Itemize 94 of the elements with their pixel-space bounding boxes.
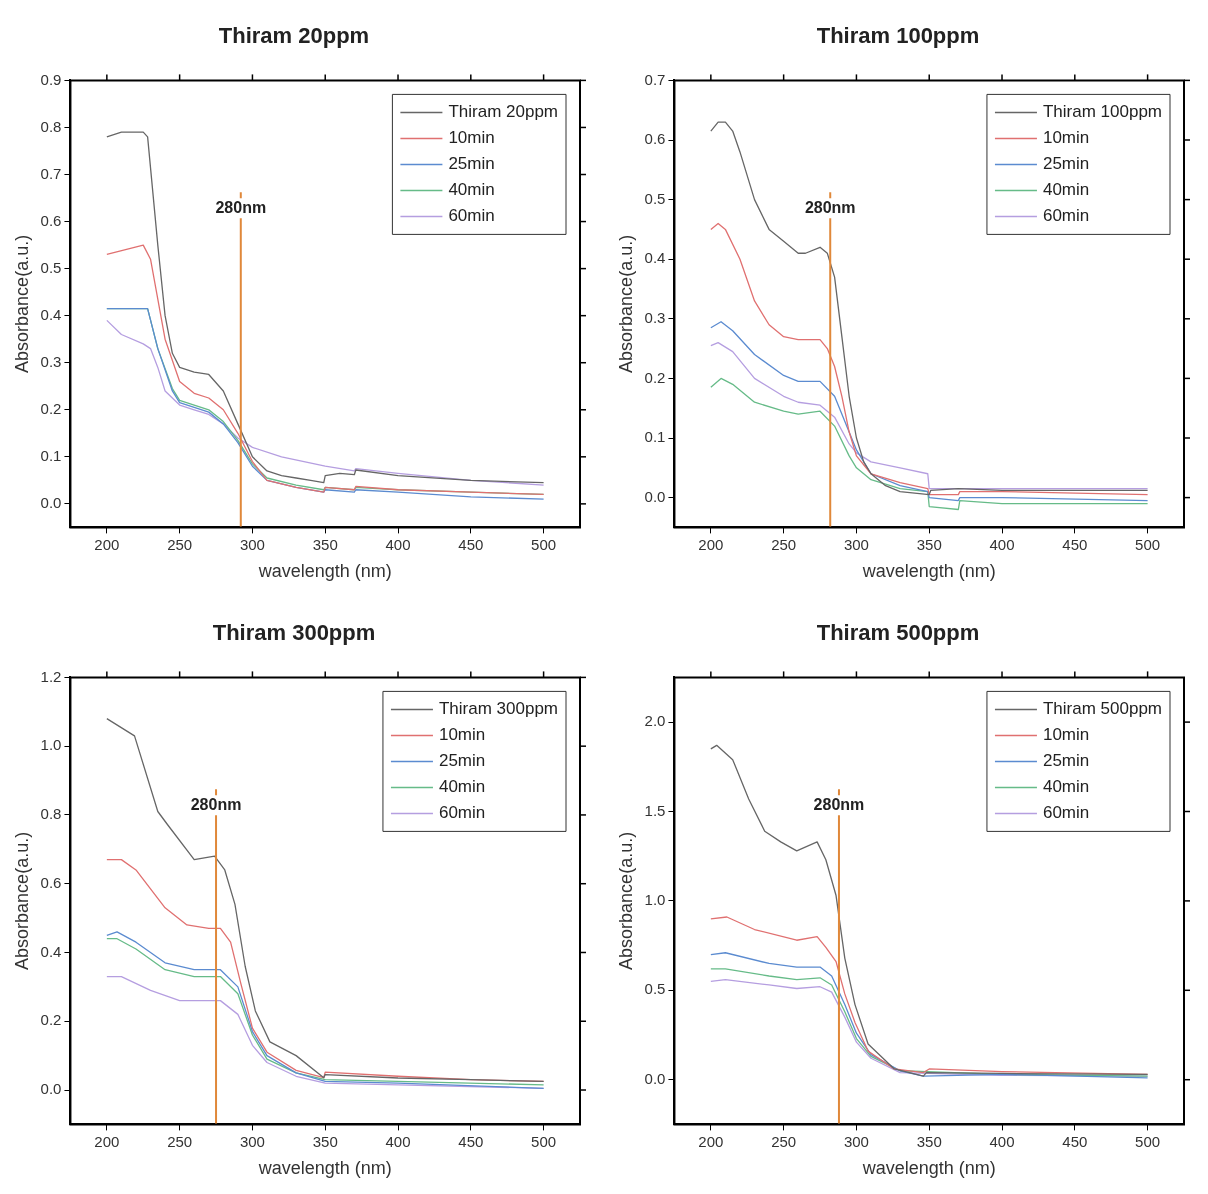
- legend-label: 40min: [448, 180, 495, 200]
- legend-label: 40min: [1042, 777, 1090, 797]
- x-axis-title: wavelength (nm): [861, 561, 996, 582]
- legend-label: 10min: [1042, 128, 1090, 148]
- legend-label: 60min: [438, 803, 486, 823]
- y-tick-label: 0.3: [40, 352, 62, 370]
- chart-title: Thiram 100ppm: [816, 23, 980, 49]
- x-tick-label: 450: [1062, 535, 1088, 553]
- x-axis-title: wavelength (nm): [861, 1158, 996, 1179]
- x-tick-label: 450: [1062, 1132, 1088, 1150]
- y-tick-label: 0.1: [644, 428, 666, 446]
- y-tick-label: 0.9: [40, 70, 62, 88]
- x-tick-label: 500: [531, 1132, 557, 1150]
- legend-label: Thiram 20ppm: [448, 102, 559, 122]
- y-tick-label: 2.0: [644, 712, 666, 730]
- x-axis-title: wavelength (nm): [257, 561, 392, 582]
- ref-line-label: 280nm: [804, 198, 856, 216]
- y-tick-label: 0.4: [40, 305, 62, 323]
- x-tick-label: 300: [239, 535, 265, 553]
- y-tick-label: 1.5: [644, 801, 666, 819]
- y-axis-title: Absorbance(a.u.): [11, 234, 32, 373]
- legend-label: 25min: [438, 751, 486, 771]
- legend-label: 60min: [1042, 206, 1090, 226]
- y-tick-label: 0.5: [644, 980, 666, 998]
- legend-label: 10min: [448, 128, 495, 148]
- chart-title: Thiram 300ppm: [212, 620, 376, 646]
- y-tick-label: 0.0: [40, 1080, 62, 1098]
- x-tick-label: 500: [1135, 535, 1161, 553]
- legend-label: 25min: [1042, 154, 1090, 174]
- chart-title: Thiram 20ppm: [218, 23, 370, 49]
- legend-label: 25min: [1042, 751, 1090, 771]
- x-tick-label: 300: [239, 1132, 265, 1150]
- x-tick-label: 500: [531, 535, 557, 553]
- legend-label: Thiram 300ppm: [438, 699, 559, 719]
- x-tick-label: 400: [989, 1132, 1015, 1150]
- x-tick-label: 350: [916, 535, 942, 553]
- y-tick-label: 0.7: [644, 70, 666, 88]
- y-tick-label: 0.0: [644, 1069, 666, 1087]
- y-tick-label: 0.5: [644, 189, 666, 207]
- x-tick-label: 200: [698, 535, 724, 553]
- legend-label: Thiram 500ppm: [1042, 699, 1163, 719]
- x-tick-label: 200: [94, 535, 120, 553]
- x-tick-label: 200: [94, 1132, 120, 1150]
- x-tick-label: 450: [458, 535, 484, 553]
- y-axis-title: Absorbance(a.u.): [11, 831, 32, 970]
- legend-label: Thiram 100ppm: [1042, 102, 1163, 122]
- y-tick-label: 0.2: [40, 399, 62, 417]
- y-tick-label: 0.7: [40, 164, 62, 182]
- ref-line-label: 280nm: [215, 198, 267, 216]
- x-tick-label: 450: [458, 1132, 484, 1150]
- y-tick-label: 0.6: [644, 130, 666, 148]
- y-tick-label: 0.3: [644, 308, 666, 326]
- y-tick-label: 0.4: [40, 942, 62, 960]
- y-tick-label: 1.0: [644, 891, 666, 909]
- x-tick-label: 250: [167, 1132, 193, 1150]
- legend-label: 40min: [438, 777, 486, 797]
- y-tick-label: 1.2: [40, 667, 62, 685]
- x-tick-label: 350: [916, 1132, 942, 1150]
- y-tick-label: 0.8: [40, 805, 62, 823]
- x-tick-label: 400: [385, 535, 411, 553]
- y-tick-label: 0.5: [40, 258, 62, 276]
- x-tick-label: 400: [385, 1132, 411, 1150]
- y-tick-label: 0.8: [40, 117, 62, 135]
- x-tick-label: 250: [167, 535, 193, 553]
- y-tick-label: 0.0: [40, 494, 62, 512]
- legend-label: 60min: [1042, 803, 1090, 823]
- legend-label: 40min: [1042, 180, 1090, 200]
- x-tick-label: 200: [698, 1132, 724, 1150]
- y-tick-label: 0.1: [40, 446, 62, 464]
- chart-title: Thiram 500ppm: [816, 620, 980, 646]
- y-tick-label: 0.6: [40, 873, 62, 891]
- x-tick-label: 300: [843, 1132, 869, 1150]
- x-tick-label: 350: [312, 1132, 338, 1150]
- y-tick-label: 1.0: [40, 736, 62, 754]
- y-tick-label: 0.2: [644, 368, 666, 386]
- x-tick-label: 250: [771, 1132, 797, 1150]
- x-tick-label: 400: [989, 535, 1015, 553]
- x-tick-label: 350: [312, 535, 338, 553]
- y-tick-label: 0.2: [40, 1011, 62, 1029]
- y-axis-title: Absorbance(a.u.): [615, 234, 636, 373]
- x-tick-label: 300: [843, 535, 869, 553]
- y-tick-label: 0.6: [40, 211, 62, 229]
- y-axis-title: Absorbance(a.u.): [615, 831, 636, 970]
- legend-label: 10min: [438, 725, 486, 745]
- y-tick-label: 0.4: [644, 249, 666, 267]
- legend-label: 10min: [1042, 725, 1090, 745]
- legend-label: 60min: [448, 206, 495, 226]
- ref-line-label: 280nm: [813, 795, 865, 813]
- x-tick-label: 250: [771, 535, 797, 553]
- y-tick-label: 0.0: [644, 487, 666, 505]
- ref-line-label: 280nm: [190, 795, 242, 813]
- x-tick-label: 500: [1135, 1132, 1161, 1150]
- legend-label: 25min: [448, 154, 495, 174]
- x-axis-title: wavelength (nm): [257, 1158, 392, 1179]
